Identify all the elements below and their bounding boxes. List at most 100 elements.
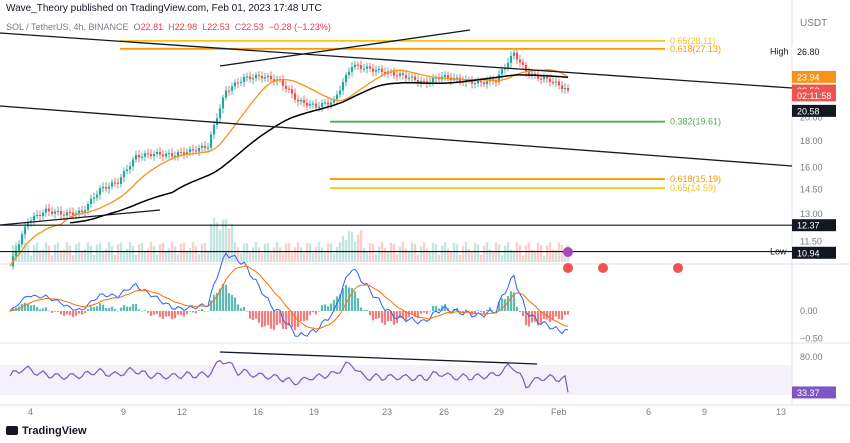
- candle-body: [512, 52, 516, 56]
- candle-body: [179, 152, 183, 154]
- macd-histogram-bar: [428, 311, 432, 312]
- volume-bar: [284, 243, 288, 262]
- macd-histogram-bar: [125, 306, 129, 311]
- macd-histogram-bar: [38, 309, 42, 311]
- volume-bar: [89, 245, 93, 262]
- volume-bar: [335, 246, 339, 262]
- candle-body: [47, 208, 51, 212]
- time-tick-label: 9: [121, 407, 126, 417]
- volume-bar: [74, 244, 78, 262]
- candle-body: [311, 103, 315, 105]
- volume-bar: [428, 251, 432, 262]
- candle-body: [563, 88, 567, 90]
- macd-histogram-bar: [362, 310, 366, 311]
- candle-body: [305, 102, 309, 106]
- volume-bar: [56, 242, 60, 262]
- volume-bar: [524, 245, 528, 262]
- macd-histogram-bar: [200, 308, 204, 311]
- candle-body: [242, 76, 246, 82]
- candle-body: [77, 210, 81, 214]
- volume-bar: [479, 254, 483, 262]
- volume-bar: [140, 242, 144, 262]
- ohlc-c-value: 22.53: [241, 22, 264, 32]
- candle-body: [59, 211, 63, 215]
- candle-body: [92, 197, 96, 199]
- macd-histogram-bar: [116, 311, 120, 312]
- macd-histogram-bar: [8, 311, 12, 312]
- macd-histogram-bar: [134, 303, 138, 311]
- volume-bar: [95, 244, 99, 262]
- macd-histogram-bar: [236, 304, 240, 311]
- candle-body: [137, 154, 141, 158]
- macd-histogram-bar: [242, 306, 246, 311]
- candle-body: [176, 152, 180, 156]
- volume-bar: [17, 250, 21, 262]
- candle-body: [134, 154, 138, 160]
- macd-histogram-bar: [317, 311, 321, 312]
- price-label-value: 23.94: [797, 72, 820, 82]
- macd-histogram-bar: [443, 304, 447, 311]
- candle-body: [116, 182, 120, 184]
- macd-histogram-bar: [74, 311, 78, 316]
- candle-body: [161, 154, 165, 157]
- candle-body: [380, 68, 384, 73]
- candle-body: [566, 88, 570, 91]
- candle-body: [425, 81, 429, 84]
- macd-histogram-bar: [260, 311, 264, 328]
- price-label-badge: [792, 104, 836, 117]
- volume-bar: [494, 242, 498, 262]
- candle-body: [206, 147, 210, 149]
- macd-histogram-bar: [11, 308, 15, 311]
- macd-signal-line: [9, 265, 569, 330]
- price-label-caption: High: [770, 47, 789, 57]
- candle-body: [347, 71, 351, 75]
- price-label-value: 12.37: [797, 221, 820, 231]
- fib-level-label: 0.618(15.19): [670, 174, 721, 184]
- volume-bar: [68, 245, 72, 262]
- volume-bar: [59, 250, 63, 262]
- volume-bar: [332, 253, 336, 262]
- candle-body: [329, 102, 333, 105]
- volume-bar: [47, 245, 51, 262]
- macd-histogram-bar: [176, 311, 180, 315]
- macd-histogram-bar: [98, 303, 102, 311]
- macd-histogram-bar: [128, 306, 132, 311]
- volume-bar: [371, 243, 375, 262]
- time-tick-label: Feb: [551, 407, 567, 417]
- economic-event-icon: [673, 263, 683, 273]
- volume-bar: [179, 243, 183, 262]
- macd-histogram-bar: [566, 311, 570, 315]
- macd-line: [9, 252, 569, 337]
- candle-body: [269, 75, 273, 80]
- macd-histogram-bar: [215, 293, 219, 311]
- volume-bar: [365, 252, 369, 262]
- candle-body: [416, 79, 420, 83]
- candle-body: [332, 99, 336, 103]
- rsi-band: [0, 365, 792, 395]
- sma200-line: [69, 74, 569, 224]
- macd-histogram-bar: [77, 311, 81, 314]
- candle-body: [524, 64, 528, 73]
- fib-level-label: 0.65(14.59): [670, 183, 716, 193]
- macd-histogram-bar: [437, 308, 441, 311]
- macd-histogram-bar: [263, 311, 267, 327]
- volume-bar: [155, 254, 159, 262]
- rsi-tick-label: 80.00: [800, 352, 823, 362]
- volume-bar: [137, 244, 141, 262]
- volume-bar: [377, 246, 381, 262]
- candle-body: [143, 153, 147, 157]
- tradingview-brand[interactable]: TradingView: [6, 425, 87, 437]
- candle-body: [14, 250, 18, 257]
- candle-body: [287, 88, 291, 90]
- candle-body: [419, 81, 423, 83]
- macd-histogram-bar: [563, 311, 567, 315]
- macd-histogram-bar: [50, 311, 54, 313]
- macd-histogram-bar: [173, 311, 177, 319]
- volume-bar: [53, 244, 57, 262]
- macd-histogram-bar: [59, 311, 63, 315]
- macd-histogram-bar: [290, 311, 294, 328]
- macd-histogram-bar: [431, 305, 435, 311]
- macd-histogram-bar: [512, 292, 516, 311]
- price-label-badge: [792, 89, 836, 102]
